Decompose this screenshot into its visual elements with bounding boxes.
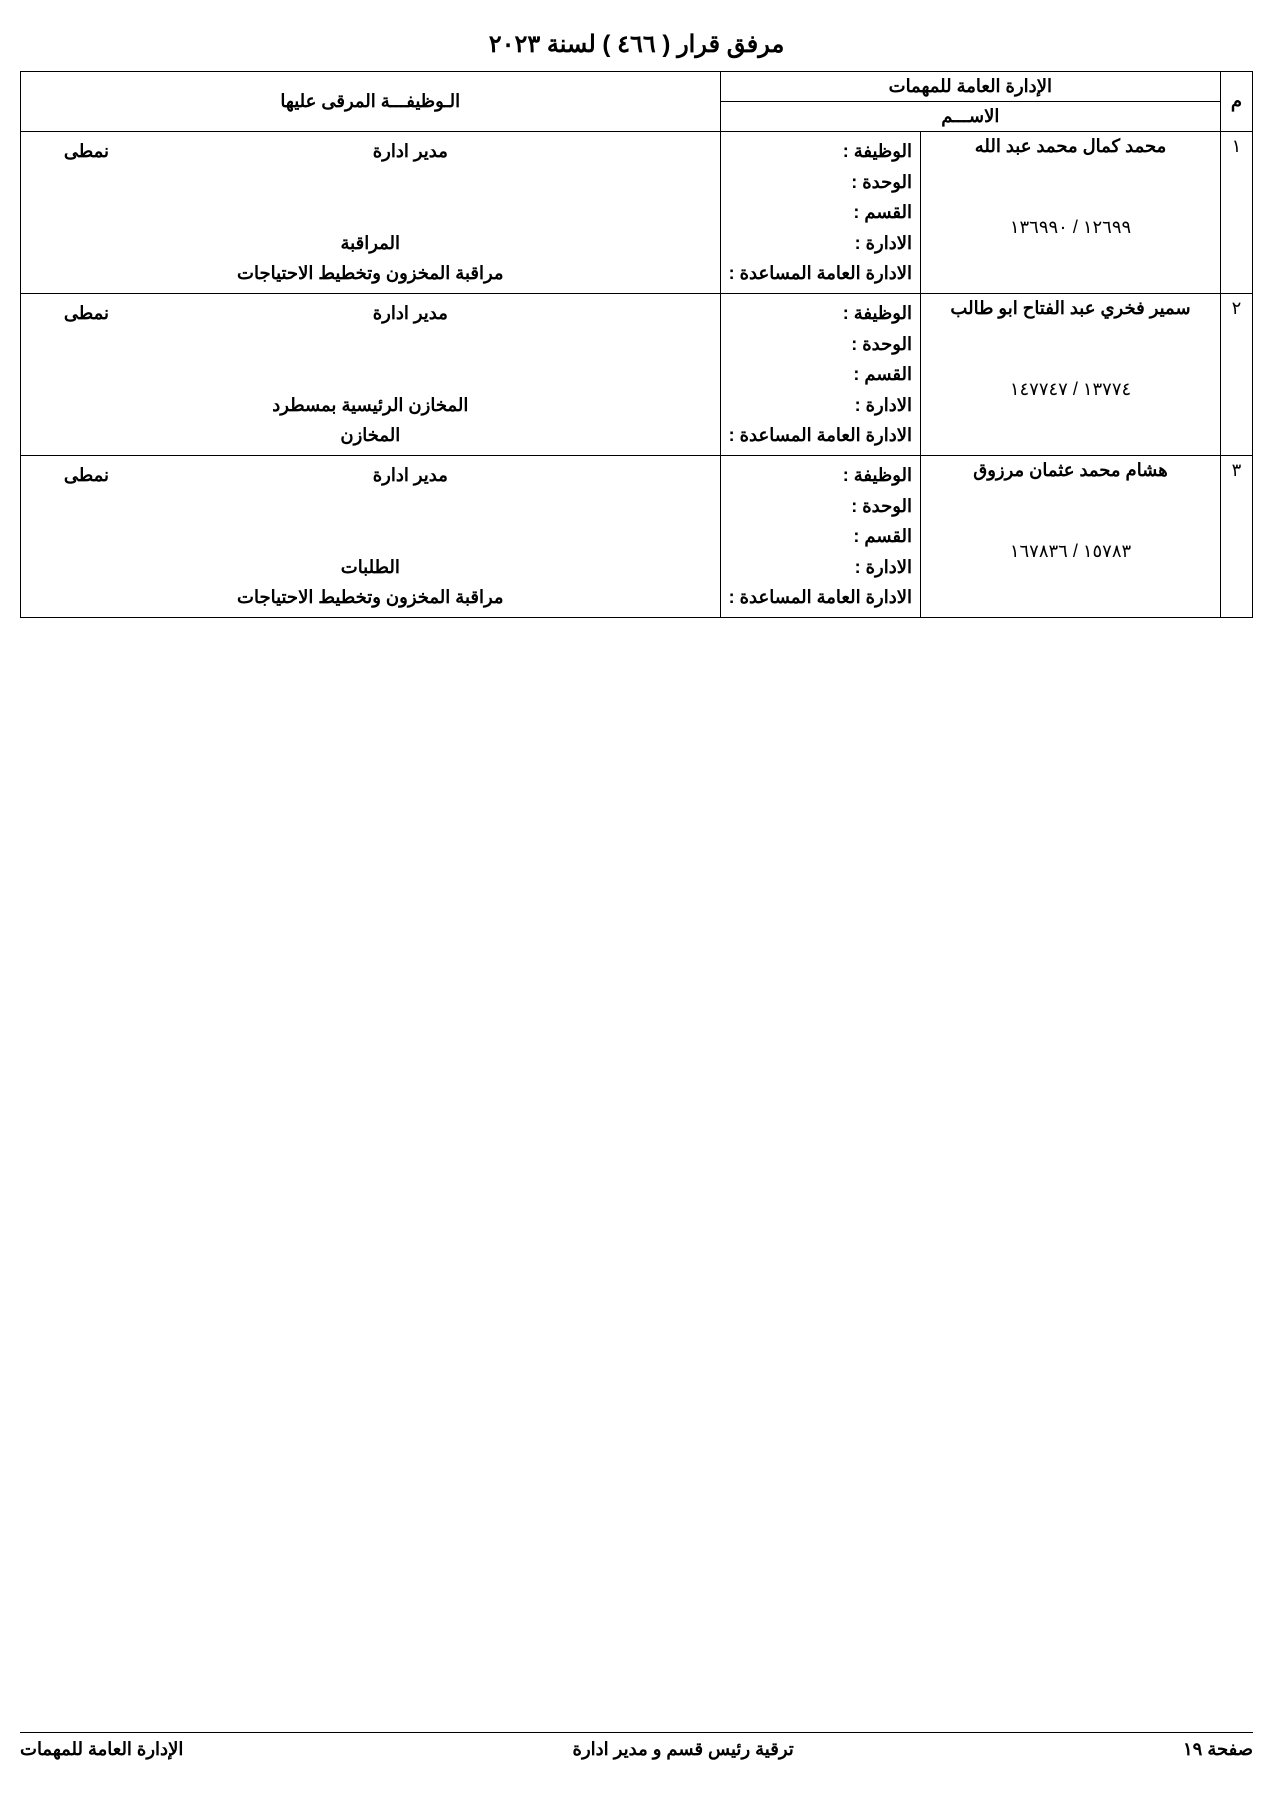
footer-subject: ترقية رئيس قسم و مدير ادارة (573, 1739, 794, 1760)
field-label-job: الوظيفة : (729, 136, 912, 167)
job-value: مدير ادارة (109, 298, 712, 329)
cell-position: مدير ادارةنمطى المخازن الرئيسية بمسطردال… (21, 293, 721, 455)
table-row: ٢ سمير فخري عبد الفتاح ابو طالب ١٣٧٧٤ / ١٤… (21, 293, 1253, 455)
footer-page: صفحة ١٩ (1183, 1739, 1253, 1760)
field-label-assist_admin: الادارة العامة المساعدة : (729, 258, 912, 289)
cell-field-labels: الوظيفة :الوحدة :القسم :الادارة :الادارة… (720, 132, 920, 294)
unit-value (29, 167, 712, 198)
field-label-unit: الوحدة : (729, 491, 912, 522)
cell-field-labels: الوظيفة :الوحدة :القسم :الادارة :الادارة… (720, 293, 920, 455)
cell-serial: ٣ (1221, 455, 1253, 617)
admin-value: الطلبات (29, 552, 712, 583)
field-label-assist_admin: الادارة العامة المساعدة : (729, 420, 912, 451)
unit-value (29, 329, 712, 360)
employee-name: هشام محمد عثمان مرزوق (929, 460, 1212, 481)
employee-codes: ١٥٧٨٣ / ١٦٧٨٣٦ (929, 541, 1212, 562)
section-value (29, 521, 712, 552)
job-type: نمطى (29, 460, 109, 491)
employee-name: محمد كمال محمد عبد الله (929, 136, 1212, 157)
cell-position: مدير ادارةنمطى الطلباتمراقبة المخزون وتخ… (21, 455, 721, 617)
cell-name: هشام محمد عثمان مرزوق ١٥٧٨٣ / ١٦٧٨٣٦ (921, 455, 1221, 617)
page-footer: صفحة ١٩ ترقية رئيس قسم و مدير ادارة الإد… (20, 1732, 1253, 1760)
footer-dept: الإدارة العامة للمهمات (20, 1739, 183, 1760)
cell-name: محمد كمال محمد عبد الله ١٢٦٩٩ / ١٣٦٩٩٠ (921, 132, 1221, 294)
job-type: نمطى (29, 136, 109, 167)
cell-serial: ١ (1221, 132, 1253, 294)
admin-value: المراقبة (29, 228, 712, 259)
employee-name: سمير فخري عبد الفتاح ابو طالب (929, 298, 1212, 319)
job-value: مدير ادارة (109, 136, 712, 167)
assist-admin-value: مراقبة المخزون وتخطيط الاحتياجات (29, 258, 712, 289)
field-label-job: الوظيفة : (729, 460, 912, 491)
cell-field-labels: الوظيفة :الوحدة :القسم :الادارة :الادارة… (720, 455, 920, 617)
job-value: مدير ادارة (109, 460, 712, 491)
department-header: الإدارة العامة للمهمات (720, 72, 1220, 102)
page-title: مرفق قرار ( ٤٦٦ ) لسنة ٢٠٢٣ (20, 30, 1253, 59)
field-label-admin: الادارة : (729, 552, 912, 583)
admin-value: المخازن الرئيسية بمسطرد (29, 390, 712, 421)
table-row: ٣ هشام محمد عثمان مرزوق ١٥٧٨٣ / ١٦٧٨٣٦ الوظ… (21, 455, 1253, 617)
cell-name: سمير فخري عبد الفتاح ابو طالب ١٣٧٧٤ / ١٤٧… (921, 293, 1221, 455)
assist-admin-value: المخازن (29, 420, 712, 451)
field-label-section: القسم : (729, 359, 912, 390)
employee-codes: ١٢٦٩٩ / ١٣٦٩٩٠ (929, 217, 1212, 238)
field-label-section: القسم : (729, 521, 912, 552)
field-label-admin: الادارة : (729, 390, 912, 421)
promotion-table: م الإدارة العامة للمهمات الـوظيفـــة الم… (20, 71, 1253, 618)
cell-serial: ٢ (1221, 293, 1253, 455)
field-label-section: القسم : (729, 197, 912, 228)
cell-position: مدير ادارةنمطى المراقبةمراقبة المخزون وت… (21, 132, 721, 294)
section-value (29, 197, 712, 228)
field-label-unit: الوحدة : (729, 329, 912, 360)
unit-value (29, 491, 712, 522)
col-position-header: الـوظيفـــة المرقى عليها (21, 72, 721, 132)
field-label-admin: الادارة : (729, 228, 912, 259)
table-row: ١ محمد كمال محمد عبد الله ١٢٦٩٩ / ١٣٦٩٩٠ ال… (21, 132, 1253, 294)
section-value (29, 359, 712, 390)
job-type: نمطى (29, 298, 109, 329)
field-label-assist_admin: الادارة العامة المساعدة : (729, 582, 912, 613)
col-name-header: الاســـم (720, 102, 1220, 132)
col-serial-header: م (1221, 72, 1253, 132)
assist-admin-value: مراقبة المخزون وتخطيط الاحتياجات (29, 582, 712, 613)
field-label-unit: الوحدة : (729, 167, 912, 198)
employee-codes: ١٣٧٧٤ / ١٤٧٧٤٧ (929, 379, 1212, 400)
field-label-job: الوظيفة : (729, 298, 912, 329)
